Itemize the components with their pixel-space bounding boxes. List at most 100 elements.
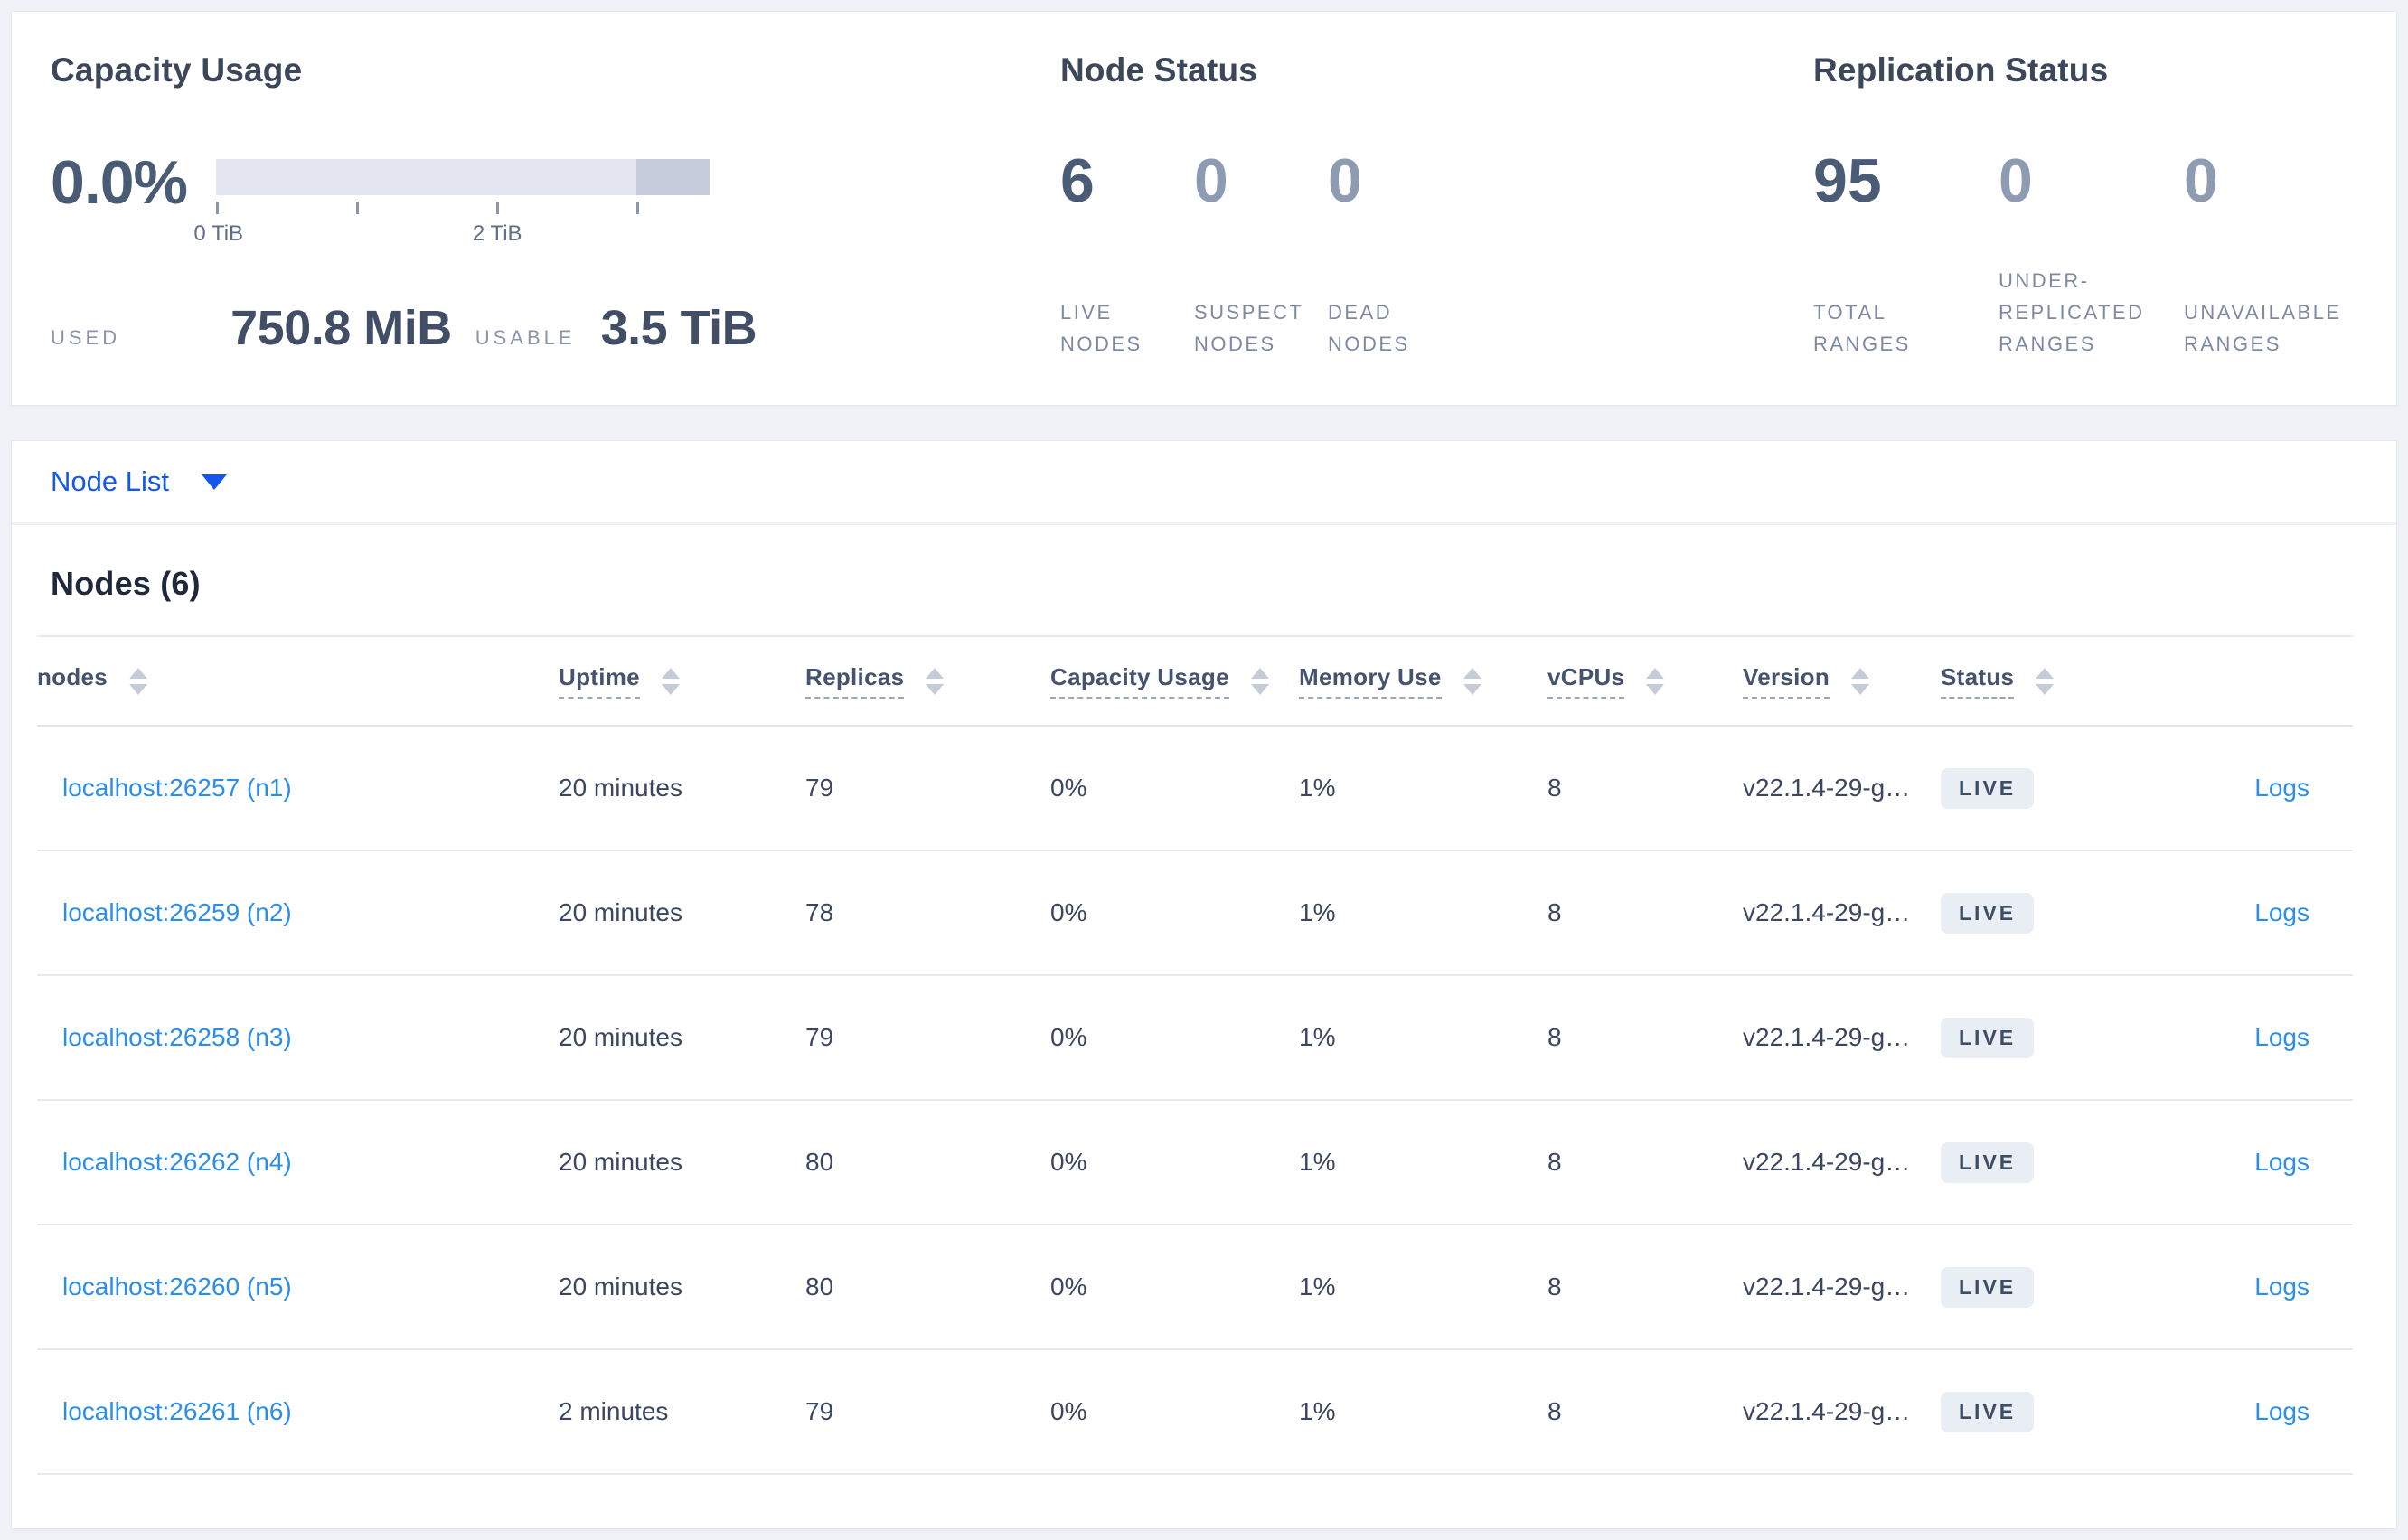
column-header-vcpus[interactable]: vCPUs xyxy=(1547,636,1743,727)
replication-values: 95 0 0 xyxy=(1813,149,2369,212)
node-status-section: Node Status 6 0 0 LIVE NODES SUSPECT NOD… xyxy=(1060,12,1783,405)
capacity-bar xyxy=(216,159,710,195)
column-label-capacity-usage: Capacity Usage xyxy=(1050,663,1229,699)
tick-mark xyxy=(635,202,639,214)
node-list-dropdown[interactable]: Node List xyxy=(51,465,227,498)
replicas-cell: 80 xyxy=(805,1225,1050,1350)
replicas-cell: 79 xyxy=(805,1349,1050,1475)
unavailable-ranges-label: UNAVAILABLE RANGES xyxy=(2184,301,2342,355)
uptime-cell: 20 minutes xyxy=(559,975,805,1101)
node-link[interactable]: localhost:26259 (n2) xyxy=(62,898,292,926)
suspect-nodes-label: SUSPECT NODES xyxy=(1194,301,1304,355)
column-header-version[interactable]: Version xyxy=(1743,636,1941,727)
capacity-axis-labels: 0 TiB 2 TiB xyxy=(193,221,710,249)
status-badge: LIVE xyxy=(1941,892,2035,934)
sort-arrows-icon xyxy=(1250,667,1269,695)
column-header-replicas[interactable]: Replicas xyxy=(805,636,1050,727)
column-label-status: Status xyxy=(1941,663,2015,699)
status-badge: LIVE xyxy=(1941,1141,2035,1183)
capacity-cell: 0% xyxy=(1050,1100,1299,1225)
capacity-axis-ticks xyxy=(216,202,710,214)
vcpus-cell: 8 xyxy=(1547,975,1743,1101)
capacity-used-usable: USED 750.8 MiB USABLE 3.5 TiB xyxy=(51,300,757,356)
live-nodes-label: LIVE NODES xyxy=(1060,301,1143,355)
nodes-table-area: Nodes (6) nodes Uptime xyxy=(12,525,2396,1475)
version-cell: v22.1.4-29-g… xyxy=(1743,975,1941,1101)
status-badge: LIVE xyxy=(1941,1017,2035,1058)
vcpus-cell: 8 xyxy=(1547,1100,1743,1225)
node-link[interactable]: localhost:26258 (n3) xyxy=(62,1023,292,1051)
node-status-title: Node Status xyxy=(1060,52,1258,89)
under-replicated-ranges-label: UNDER-REPLICATED RANGES xyxy=(1999,269,2145,355)
column-header-uptime[interactable]: Uptime xyxy=(559,636,805,727)
column-label-uptime: Uptime xyxy=(559,663,640,699)
total-ranges-label: TOTAL RANGES xyxy=(1813,301,1911,355)
vcpus-cell: 8 xyxy=(1547,726,1743,851)
uptime-cell: 20 minutes xyxy=(559,850,805,976)
replicas-cell: 79 xyxy=(805,975,1050,1101)
node-link[interactable]: localhost:26260 (n5) xyxy=(62,1272,292,1301)
logs-link[interactable]: Logs xyxy=(2254,1148,2309,1176)
memory-cell: 1% xyxy=(1299,726,1547,851)
total-ranges-count: 95 xyxy=(1813,146,1882,215)
table-row: localhost:26260 (n5) 20 minutes 80 0% 1%… xyxy=(37,1225,2353,1350)
memory-cell: 1% xyxy=(1299,1349,1547,1475)
column-label-vcpus: vCPUs xyxy=(1547,663,1625,699)
sort-arrows-icon xyxy=(926,667,945,695)
node-link[interactable]: localhost:26257 (n1) xyxy=(62,774,292,802)
logs-link[interactable]: Logs xyxy=(2254,1023,2309,1051)
table-row: localhost:26262 (n4) 20 minutes 80 0% 1%… xyxy=(37,1100,2353,1225)
table-row: localhost:26259 (n2) 20 minutes 78 0% 1%… xyxy=(37,850,2353,976)
sort-arrows-icon xyxy=(1851,667,1870,695)
capacity-cell: 0% xyxy=(1050,726,1299,851)
used-label: USED xyxy=(51,326,121,349)
node-list-dropdown-label: Node List xyxy=(51,465,169,497)
logs-link[interactable]: Logs xyxy=(2254,1272,2309,1301)
tick-mark xyxy=(496,202,500,214)
node-link[interactable]: localhost:26261 (n6) xyxy=(62,1397,292,1425)
nodes-table: nodes Uptime Replicas xyxy=(37,635,2353,1475)
usable-value: 3.5 TiB xyxy=(600,301,757,355)
node-link[interactable]: localhost:26262 (n4) xyxy=(62,1148,292,1176)
capacity-percent: 0.0% xyxy=(51,148,188,217)
capacity-cell: 0% xyxy=(1050,1349,1299,1475)
sort-arrows-icon xyxy=(1646,667,1665,695)
version-cell: v22.1.4-29-g… xyxy=(1743,726,1941,851)
live-nodes-count: 6 xyxy=(1060,146,1095,215)
vcpus-cell: 8 xyxy=(1547,850,1743,976)
column-header-capacity-usage[interactable]: Capacity Usage xyxy=(1050,636,1299,727)
replicas-cell: 80 xyxy=(805,1100,1050,1225)
replicas-cell: 78 xyxy=(805,850,1050,976)
tick-mark xyxy=(216,202,219,214)
node-list-header-bar: Node List xyxy=(12,441,2396,525)
sort-arrows-icon xyxy=(661,667,680,695)
capacity-cell: 0% xyxy=(1050,850,1299,976)
axis-label-0tib: 0 TiB xyxy=(193,221,244,246)
logs-link[interactable]: Logs xyxy=(2254,774,2309,802)
memory-cell: 1% xyxy=(1299,1100,1547,1225)
node-list-panel: Node List Nodes (6) nodes xyxy=(11,440,2397,1529)
column-label-replicas: Replicas xyxy=(805,663,905,699)
column-header-memory-use[interactable]: Memory Use xyxy=(1299,636,1547,727)
column-header-status[interactable]: Status xyxy=(1941,636,2158,727)
capacity-cell: 0% xyxy=(1050,975,1299,1101)
capacity-usage-title: Capacity Usage xyxy=(51,52,303,89)
logs-link[interactable]: Logs xyxy=(2254,1397,2309,1425)
version-cell: v22.1.4-29-g… xyxy=(1743,850,1941,976)
uptime-cell: 20 minutes xyxy=(559,1225,805,1350)
status-badge: LIVE xyxy=(1941,767,2035,809)
column-label-version: Version xyxy=(1743,663,1830,699)
dead-nodes-count: 0 xyxy=(1328,146,1362,215)
column-label-nodes: nodes xyxy=(37,663,108,690)
usable-label: USABLE xyxy=(475,326,576,349)
version-cell: v22.1.4-29-g… xyxy=(1743,1225,1941,1350)
cluster-overview-panel: Capacity Usage 0.0% 0 TiB 2 TiB xyxy=(11,11,2397,406)
replicas-cell: 79 xyxy=(805,726,1050,851)
chevron-down-icon xyxy=(201,474,227,490)
logs-link[interactable]: Logs xyxy=(2254,898,2309,926)
capacity-bar-reserved-segment xyxy=(635,159,710,195)
column-header-nodes[interactable]: nodes xyxy=(37,636,559,727)
vcpus-cell: 8 xyxy=(1547,1349,1743,1475)
memory-cell: 1% xyxy=(1299,1225,1547,1350)
replication-status-title: Replication Status xyxy=(1813,52,2109,89)
